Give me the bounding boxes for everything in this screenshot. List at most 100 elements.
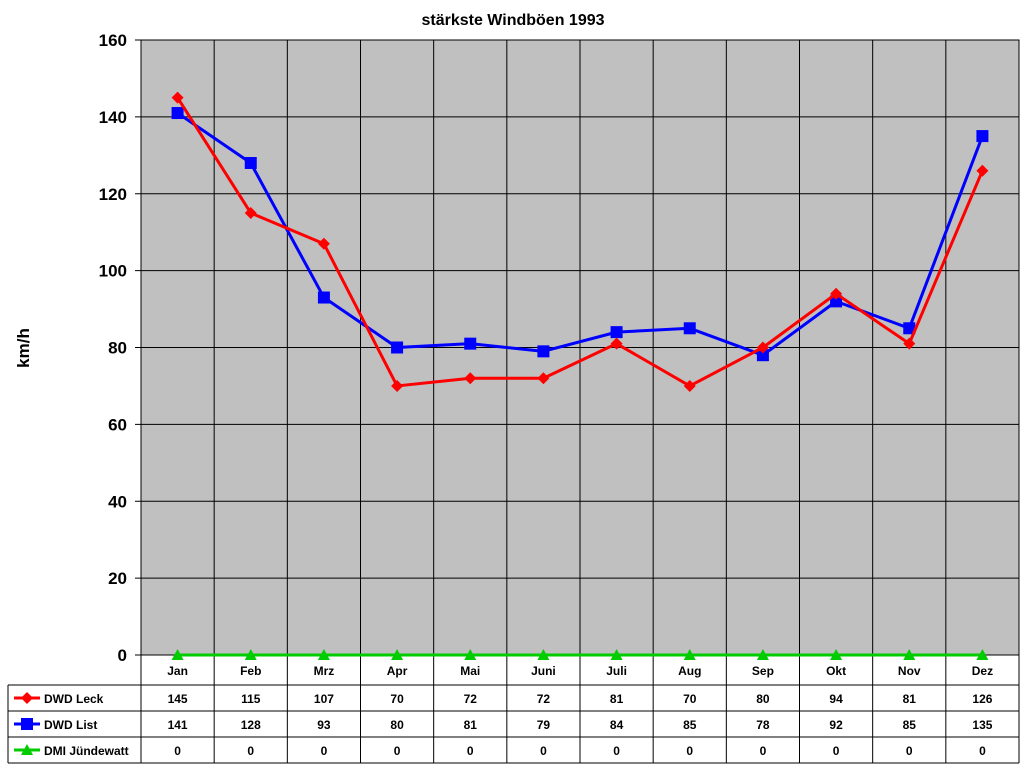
table-cell: 79 [537, 718, 551, 732]
table-cell: 135 [972, 718, 992, 732]
table-cell: 0 [394, 744, 401, 758]
table-cell: 145 [168, 692, 188, 706]
y-tick-label: 40 [108, 492, 127, 511]
table-row: DMI Jündewatt 0 0 0 0 0 0 0 0 0 0 0 0 [14, 744, 986, 758]
data-point [464, 649, 477, 660]
table-cell: 0 [174, 744, 181, 758]
legend-key-marker [21, 744, 33, 755]
data-point [830, 287, 843, 300]
y-tick-label: 160 [99, 31, 127, 50]
series-dmi-j-ndewatt [171, 649, 989, 660]
data-point [976, 130, 989, 143]
table-row: DWD List 141 128 93 80 81 79 84 85 78 92 85 135 [14, 718, 993, 732]
table-cell: 107 [314, 692, 334, 706]
table-cell: 0 [686, 744, 693, 758]
category-label: Aug [678, 664, 701, 678]
data-point [464, 372, 477, 385]
table-row: DWD Leck 145 115 107 70 72 72 81 70 80 94 81 126 [14, 692, 993, 706]
series-line [176, 96, 984, 388]
table-cell: 0 [613, 744, 620, 758]
category-label: Feb [240, 664, 261, 678]
category-label: Okt [826, 664, 846, 678]
data-point [171, 107, 184, 120]
data-point [244, 649, 257, 660]
data-point [756, 649, 769, 660]
data-point [317, 291, 330, 304]
data-point [976, 649, 989, 660]
legend-key-marker [21, 692, 33, 704]
category-label: Mrz [314, 664, 335, 678]
legend-label: DWD Leck [44, 692, 104, 706]
data-point [830, 649, 843, 660]
series-lines [171, 91, 989, 660]
series-dwd-leck [171, 91, 989, 392]
category-label: Sep [752, 664, 774, 678]
data-point [610, 649, 623, 660]
table-cell: 85 [903, 718, 917, 732]
table-cell: 81 [464, 718, 478, 732]
table-cell: 85 [683, 718, 697, 732]
table-cell: 72 [464, 692, 478, 706]
data-point [610, 337, 623, 350]
table-cell: 78 [756, 718, 770, 732]
y-tick-label: 60 [108, 415, 127, 434]
table-cell: 0 [247, 744, 254, 758]
legend-label: DWD List [44, 718, 97, 732]
y-axis-label: km/h [14, 328, 33, 368]
data-point [317, 237, 330, 250]
data-point [537, 345, 550, 358]
data-point [171, 91, 184, 104]
data-point [391, 379, 404, 392]
category-label: Nov [898, 664, 921, 678]
data-point [244, 206, 257, 219]
data-point [903, 649, 916, 660]
table-cell: 72 [537, 692, 551, 706]
table-cell: 0 [906, 744, 913, 758]
y-tick-label: 80 [108, 339, 127, 358]
data-point [683, 649, 696, 660]
series-dwd-list [171, 107, 989, 362]
legend-key-marker [21, 718, 33, 730]
table-cell: 80 [756, 692, 770, 706]
data-point [171, 649, 184, 660]
table-cell: 70 [390, 692, 404, 706]
category-label: Mai [460, 664, 480, 678]
table-cell: 128 [241, 718, 261, 732]
table-cell: 70 [683, 692, 697, 706]
table-cell: 93 [317, 718, 331, 732]
data-point [537, 372, 550, 385]
table-cell: 115 [241, 692, 261, 706]
data-point [464, 337, 477, 350]
data-point [683, 379, 696, 392]
table-cell: 141 [168, 718, 188, 732]
table-cell: 0 [321, 744, 328, 758]
y-tick-label: 120 [99, 185, 127, 204]
series-line [176, 111, 984, 357]
data-point [610, 326, 623, 339]
category-label: Apr [387, 664, 408, 678]
table-cell: 94 [829, 692, 843, 706]
y-tick-label: 0 [118, 646, 127, 665]
table-cell: 0 [760, 744, 767, 758]
table-cell: 81 [903, 692, 917, 706]
table-cell: 80 [390, 718, 404, 732]
table-cell: 0 [467, 744, 474, 758]
category-label: Juli [606, 664, 627, 678]
table-cell: 0 [540, 744, 547, 758]
data-table: Jan Feb Mrz Apr Mai Juni Juli Aug Sep Okt Nov Dez DW… [7, 655, 1020, 764]
data-point [391, 649, 404, 660]
chart-title: stärkste Windböen 1993 [421, 12, 604, 29]
data-point [244, 157, 257, 169]
data-point [830, 295, 843, 308]
category-label: Juni [531, 664, 556, 678]
legend-label: DMI Jündewatt [44, 744, 129, 758]
table-cell: 84 [610, 718, 624, 732]
table-cell: 81 [610, 692, 624, 706]
data-point [903, 337, 916, 350]
table-cell: 92 [829, 718, 843, 732]
y-tick-label: 20 [108, 569, 127, 588]
category-label: Jan [167, 664, 188, 678]
data-point [756, 341, 769, 354]
y-axis: 0 20 40 60 80 100 120 140 160 [99, 31, 141, 665]
